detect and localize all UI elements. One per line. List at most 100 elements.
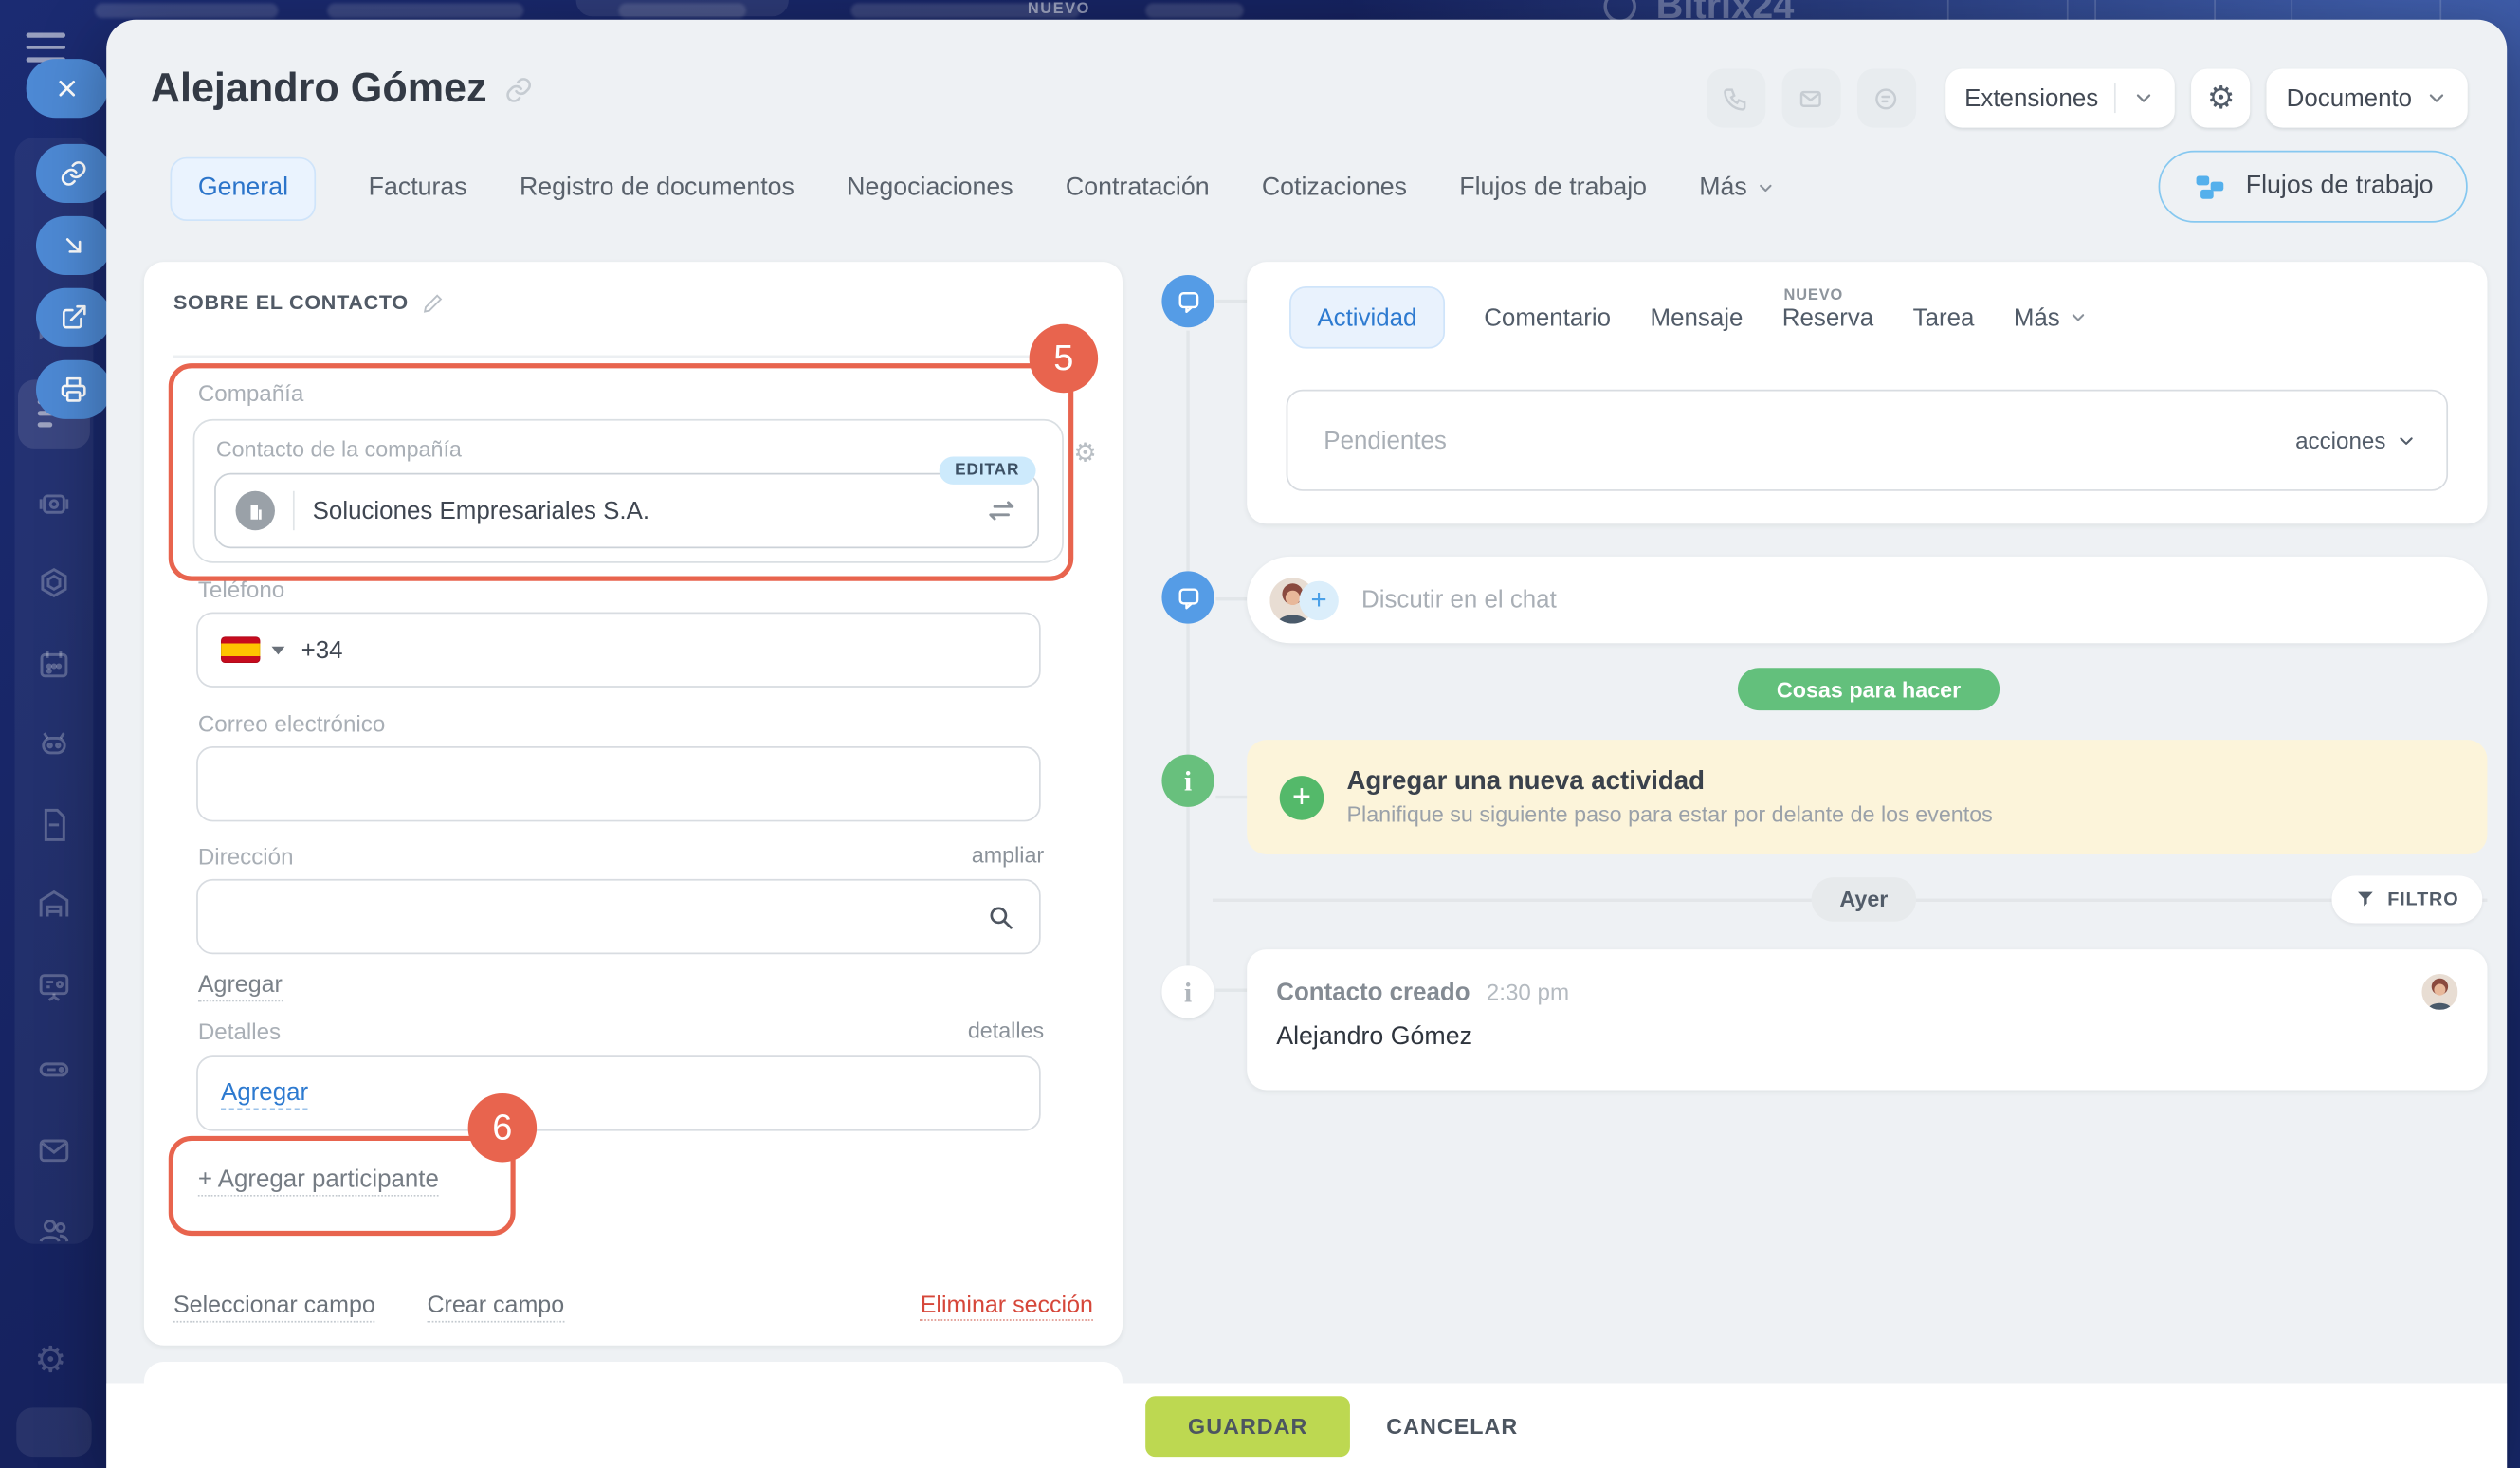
camera-icon[interactable] [34, 485, 73, 523]
sidebar-bottom-button[interactable] [16, 1407, 92, 1458]
tab-negociaciones[interactable]: Negociaciones [847, 173, 1013, 202]
email-input[interactable] [221, 746, 1016, 822]
edit-badge[interactable]: EDITAR [938, 456, 1036, 485]
hexagon-icon[interactable] [34, 564, 73, 603]
timeline-connector [1215, 299, 1248, 303]
document-button[interactable]: Documento [2266, 68, 2468, 128]
modal-footer: GUARDAR CANCELAR [106, 1383, 2508, 1468]
delete-section-link[interactable]: Eliminar sección [920, 1293, 1093, 1321]
workflows-button[interactable]: Flujos de trabajo [2159, 150, 2468, 223]
nav-item-blurred [1145, 3, 1244, 18]
address-field[interactable] [196, 878, 1041, 955]
call-button-disabled[interactable] [1706, 68, 1765, 128]
extensions-button[interactable]: Extensiones [1945, 68, 2176, 128]
timeline-event-card[interactable]: Contacto creado 2:30 pm Alejandro Gómez [1247, 949, 2488, 1091]
address-expand-link[interactable]: ampliar [971, 842, 1045, 868]
annotation-box-5 [168, 363, 1074, 581]
add-participant-link[interactable]: + Agregar participante [197, 1165, 439, 1197]
divider [292, 490, 295, 531]
phone-field[interactable] [196, 612, 1041, 688]
chat-input[interactable] [1358, 584, 2465, 615]
drive-icon[interactable] [34, 1049, 73, 1088]
calendar-icon[interactable] [34, 645, 73, 684]
timeline-chat-icon [1161, 274, 1214, 328]
nav-item-blurred [95, 3, 279, 18]
edit-pencil-icon[interactable] [422, 292, 443, 313]
todo-badge: Cosas para hacer [1737, 668, 2000, 711]
tab-facturas[interactable]: Facturas [368, 173, 467, 202]
warehouse-icon[interactable] [34, 886, 73, 925]
hamburger-menu-icon[interactable] [26, 32, 66, 70]
chat-discussion-bar[interactable]: + [1247, 556, 2488, 644]
spain-flag-icon[interactable] [221, 636, 261, 664]
cancel-button[interactable]: CANCELAR [1386, 1413, 1519, 1439]
phone-input[interactable] [298, 612, 1016, 688]
field-settings-gear-icon[interactable]: ⚙ [1073, 440, 1097, 468]
actions-dropdown[interactable]: acciones [2295, 427, 2417, 453]
search-icon[interactable] [985, 901, 1016, 932]
swap-company-icon[interactable] [985, 494, 1018, 527]
company-value-field[interactable]: Soluciones Empresariales S.A. [214, 472, 1039, 549]
nav-item-active-pill[interactable] [575, 0, 789, 17]
print-button[interactable] [35, 359, 112, 419]
contact-slider-modal: Alejandro Gómez Extensiones ⚙ Documento [106, 19, 2508, 1468]
copy-link-button[interactable] [35, 143, 112, 204]
details-add-link[interactable]: Agregar [221, 1078, 309, 1110]
tab-contratacion[interactable]: Contratación [1065, 173, 1210, 202]
event-body: Alejandro Gómez [1276, 1022, 1472, 1052]
open-external-button[interactable] [35, 287, 112, 347]
add-recipient-icon[interactable]: + [1299, 579, 1339, 620]
settings-gear-icon[interactable]: ⚙ [34, 1338, 67, 1380]
create-field-link[interactable]: Crear campo [427, 1294, 565, 1323]
tab-tarea[interactable]: Tarea [1912, 303, 1975, 332]
email-field[interactable] [196, 746, 1041, 822]
new-activity-banner[interactable]: + Agregar una nueva actividad Planifique… [1247, 740, 2488, 854]
file-icon[interactable] [34, 805, 73, 844]
add-field-link[interactable]: Agregar [197, 972, 283, 1002]
avatar [2421, 973, 2458, 1010]
chevron-down-icon [2072, 314, 2084, 321]
contact-details-card: SOBRE EL CONTACTO Compañía Contacto de l… [143, 262, 1123, 1346]
save-button[interactable]: GUARDAR [1145, 1395, 1351, 1457]
activity-card: Actividad Comentario Mensaje NUEVO Reser… [1247, 262, 2488, 524]
tab-mas[interactable]: Más [1699, 174, 1775, 203]
people-icon[interactable] [34, 1211, 73, 1250]
tab-actividad[interactable]: Actividad [1289, 286, 1445, 349]
settings-gear-button[interactable]: ⚙ [2191, 68, 2251, 128]
nav-item-blurred [850, 3, 1081, 18]
flag-dropdown-caret[interactable] [271, 645, 285, 654]
tab-cotizaciones[interactable]: Cotizaciones [1261, 173, 1408, 202]
mail-icon[interactable] [34, 1131, 73, 1170]
link-icon[interactable] [503, 75, 533, 104]
chevron-down-icon [2400, 436, 2413, 445]
presentation-icon[interactable] [34, 967, 73, 1006]
pending-input[interactable] [1320, 389, 2296, 491]
nav-nuevo-badge: NUEVO [1027, 0, 1091, 18]
chat-sync-button-disabled[interactable] [1856, 68, 1916, 128]
timeline-info-icon: i [1161, 965, 1214, 1018]
company-field-group: Contacto de la compañía EDITAR Solucione… [192, 418, 1064, 563]
address-input[interactable] [221, 878, 986, 955]
tab-mensaje[interactable]: Mensaje [1650, 303, 1744, 332]
robot-icon[interactable] [34, 725, 73, 764]
company-building-icon [235, 490, 275, 531]
page-title: Alejandro Gómez [150, 65, 487, 112]
close-slider-button[interactable] [26, 59, 108, 119]
pending-tasks-field[interactable]: acciones [1286, 389, 2449, 491]
tab-registro-documentos[interactable]: Registro de documentos [519, 173, 794, 202]
annotation-step-6: 6 [467, 1092, 538, 1163]
timeline-connector [1215, 596, 1248, 601]
chevron-down-icon [2137, 94, 2151, 102]
details-link[interactable]: detalles [967, 1018, 1045, 1043]
extensions-label: Extensiones [1964, 83, 2099, 113]
email-button-disabled[interactable] [1780, 68, 1840, 128]
tab-mas[interactable]: Más [2014, 303, 2088, 332]
tab-comentario[interactable]: Comentario [1484, 303, 1612, 332]
collapse-arrow-button[interactable] [35, 215, 112, 275]
annotation-step-5: 5 [1029, 323, 1099, 394]
filter-button[interactable]: FILTRO [2331, 875, 2482, 924]
tab-general[interactable]: General [170, 156, 317, 221]
tab-flujos-trabajo[interactable]: Flujos de trabajo [1459, 173, 1648, 202]
tab-reserva[interactable]: NUEVO Reserva [1781, 285, 1874, 332]
select-field-link[interactable]: Seleccionar campo [173, 1294, 375, 1323]
